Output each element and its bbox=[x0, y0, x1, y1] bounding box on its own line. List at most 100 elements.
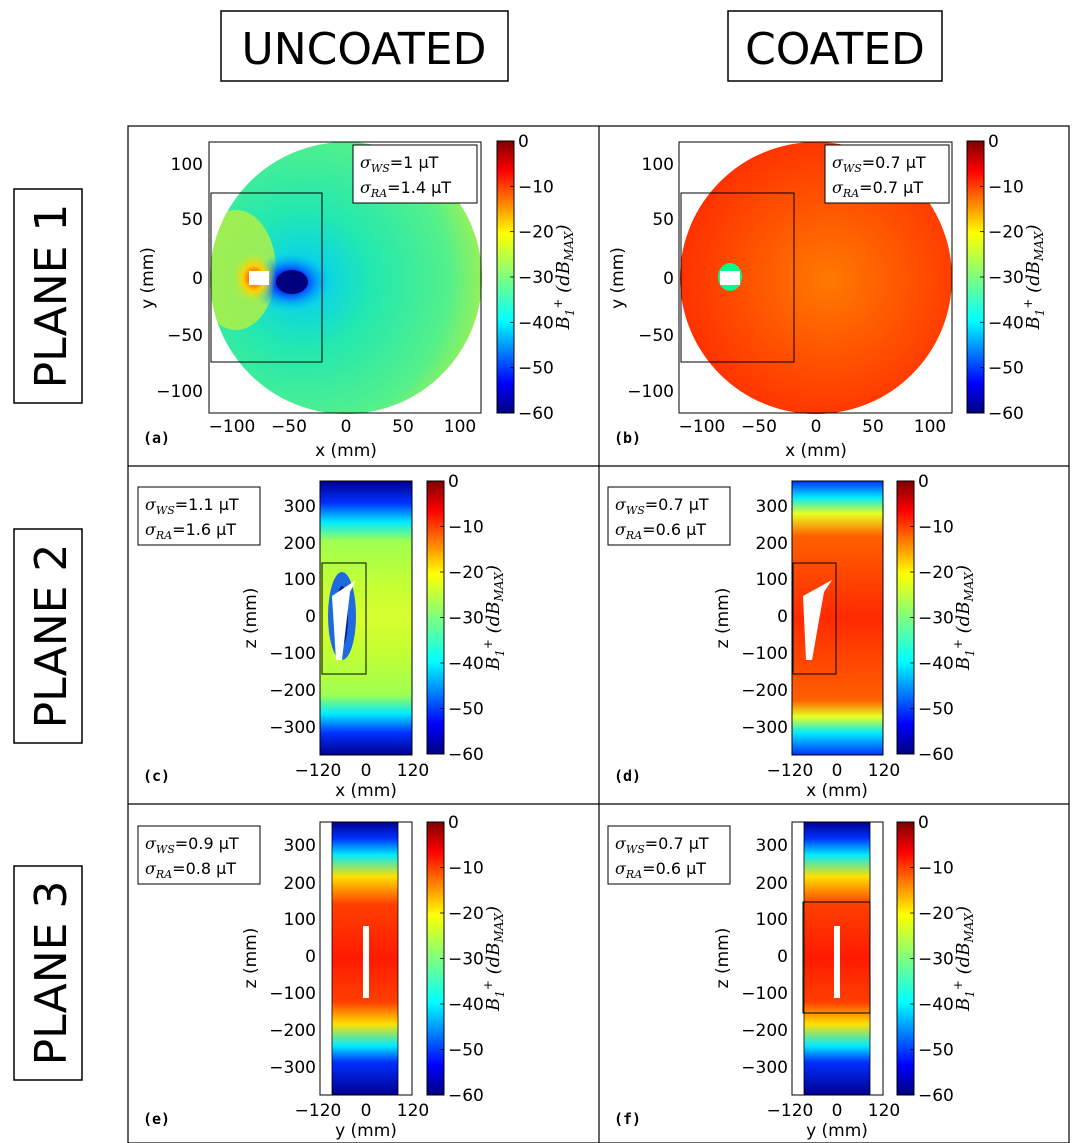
colorbar-tick-label: −50 bbox=[448, 700, 484, 720]
d-ytick: 0 bbox=[777, 607, 788, 627]
a-xtick: −100 bbox=[209, 417, 256, 437]
b-stat-ra: σRA=0.7 μT bbox=[832, 178, 923, 200]
colorbar-tick-label: −60 bbox=[448, 745, 484, 765]
c-panel-label: (c) bbox=[143, 767, 170, 785]
panel-a: 100 50 0 −50 −100 −100 −50 0 50 100 x (m… bbox=[138, 141, 482, 461]
e-xtick: −120 bbox=[295, 1101, 342, 1121]
colorbar-tick-label: −20 bbox=[918, 563, 954, 583]
b-xtick: 50 bbox=[862, 417, 884, 437]
panel-e: 300 200 100 0 −100 −200 −300 −120 0 120 … bbox=[137, 821, 429, 1141]
a-xtick: 50 bbox=[392, 417, 414, 437]
b-xtick: 0 bbox=[811, 417, 822, 437]
colorbar-tick-label: −30 bbox=[448, 950, 484, 970]
colorbar-tick-label: −50 bbox=[918, 1041, 954, 1061]
colorbar-tick-label: 0 bbox=[448, 472, 459, 492]
colorbar-tick-label: 0 bbox=[518, 132, 529, 152]
a-stat-ws: σWS=1 μT bbox=[360, 153, 439, 175]
a-ytick: 0 bbox=[192, 269, 203, 289]
colorbar-tick-label: −60 bbox=[448, 1086, 484, 1106]
c-xtick: 120 bbox=[397, 761, 429, 781]
e-ytick: −200 bbox=[269, 1021, 316, 1041]
colorbar-tick-label: −10 bbox=[918, 518, 954, 538]
a-xtick: −50 bbox=[271, 417, 307, 437]
colorbar-tick-label: −60 bbox=[988, 404, 1024, 424]
f-ytick: 200 bbox=[756, 874, 788, 894]
colorbar-tick-label: −40 bbox=[988, 313, 1024, 333]
c-stat-ra: σRA=1.6 μT bbox=[145, 520, 236, 542]
colorbar-label: B1+ (dBMAX) bbox=[951, 906, 977, 1012]
a-xtick: 0 bbox=[341, 417, 352, 437]
e-xlabel: y (mm) bbox=[335, 1121, 397, 1141]
colorbar-tick-label: −60 bbox=[918, 1086, 954, 1106]
row-label-plane2-text: PLANE 2 bbox=[26, 544, 77, 729]
colorbar-label: B1+ (dBMAX) bbox=[481, 906, 507, 1012]
d-xtick: 120 bbox=[868, 761, 900, 781]
panel-d: 300 200 100 0 −100 −200 −300 −120 0 120 … bbox=[607, 480, 900, 801]
f-xtick: 0 bbox=[832, 1101, 843, 1121]
colorbar-label: B1+ (dBMAX) bbox=[481, 565, 507, 671]
f-ytick: −300 bbox=[741, 1058, 788, 1078]
d-xtick: −120 bbox=[767, 761, 814, 781]
a-ytick: −50 bbox=[167, 326, 203, 346]
colorbar-tick-label: −40 bbox=[448, 654, 484, 674]
colorbar-tick-label: −10 bbox=[518, 177, 554, 197]
colorbar-tick-label: −20 bbox=[988, 223, 1024, 243]
e-xtick: 120 bbox=[397, 1101, 429, 1121]
b-xtick: −50 bbox=[741, 417, 777, 437]
colorbar-tick-label: −60 bbox=[518, 404, 554, 424]
c-xtick: −120 bbox=[295, 761, 342, 781]
e-ytick: 0 bbox=[305, 947, 316, 967]
c-ytick: −200 bbox=[269, 681, 316, 701]
c-ytick: 300 bbox=[284, 497, 316, 517]
e-ytick: 300 bbox=[284, 836, 316, 856]
row-label-plane1-text: PLANE 1 bbox=[26, 204, 77, 389]
colorbar-tick-label: −50 bbox=[448, 1041, 484, 1061]
d-ytick: −200 bbox=[741, 681, 788, 701]
colorbar-label: B1+ (dBMAX) bbox=[951, 565, 977, 671]
a-ylabel: y (mm) bbox=[138, 247, 158, 309]
f-xtick: 120 bbox=[868, 1101, 900, 1121]
row-label-plane3-text: PLANE 3 bbox=[26, 881, 77, 1066]
colorbar-label: B1+ (dBMAX) bbox=[551, 225, 577, 331]
a-xtick: 100 bbox=[444, 417, 476, 437]
e-ytick: −100 bbox=[269, 984, 316, 1004]
header-box-coated bbox=[727, 10, 943, 82]
colorbar-tick-label: −20 bbox=[918, 904, 954, 924]
a-panel-label: (a) bbox=[143, 429, 170, 447]
colorbar-tick-label: −50 bbox=[518, 359, 554, 379]
colorbar-tick-label: −20 bbox=[448, 563, 484, 583]
a-xlabel: x (mm) bbox=[315, 441, 377, 461]
f-xlabel: y (mm) bbox=[806, 1121, 868, 1141]
colorbar-tick-label: −30 bbox=[988, 268, 1024, 288]
b-panel-label: (b) bbox=[614, 429, 641, 447]
colorbar-tick-label: −30 bbox=[518, 268, 554, 288]
colorbar: 0 −10 −20 −30 −40 −50 −60 B1+ (dBMAX) bbox=[896, 813, 977, 1106]
colorbar: 0 −10 −20 −30 −40 −50 −60 B1+ (dBMAX) bbox=[966, 132, 1047, 424]
d-stat-ws: σWS=0.7 μT bbox=[615, 495, 709, 517]
e-stat-ws: σWS=0.9 μT bbox=[145, 834, 239, 856]
b-ytick: 50 bbox=[652, 210, 674, 230]
header-box-uncoated bbox=[220, 10, 509, 82]
b-ytick: 0 bbox=[663, 269, 674, 289]
colorbar-tick-label: −50 bbox=[988, 359, 1024, 379]
colorbar-label: B1+ (dBMAX) bbox=[1021, 225, 1047, 331]
colorbar-tick-label: −10 bbox=[988, 177, 1024, 197]
d-xtick: 0 bbox=[832, 761, 843, 781]
f-ytick: −200 bbox=[741, 1021, 788, 1041]
f-ytick: 300 bbox=[756, 836, 788, 856]
b-xlabel: x (mm) bbox=[785, 441, 847, 461]
f-ytick: −100 bbox=[741, 984, 788, 1004]
row-label-plane3: PLANE 3 bbox=[13, 865, 83, 1081]
row-label-plane2: PLANE 2 bbox=[13, 528, 83, 744]
d-stat-ra: σRA=0.6 μT bbox=[615, 520, 706, 542]
d-ylabel: z (mm) bbox=[713, 588, 733, 649]
e-ytick: 200 bbox=[284, 874, 316, 894]
e-ylabel: z (mm) bbox=[241, 928, 261, 989]
a-ytick: 100 bbox=[171, 155, 203, 175]
c-ytick: 200 bbox=[284, 534, 316, 554]
colorbar-tick-label: 0 bbox=[918, 813, 929, 833]
b-stat-ws: σWS=0.7 μT bbox=[832, 153, 926, 175]
c-xtick: 0 bbox=[361, 761, 372, 781]
panel-grid bbox=[127, 125, 1070, 1143]
d-ytick: 100 bbox=[756, 570, 788, 590]
